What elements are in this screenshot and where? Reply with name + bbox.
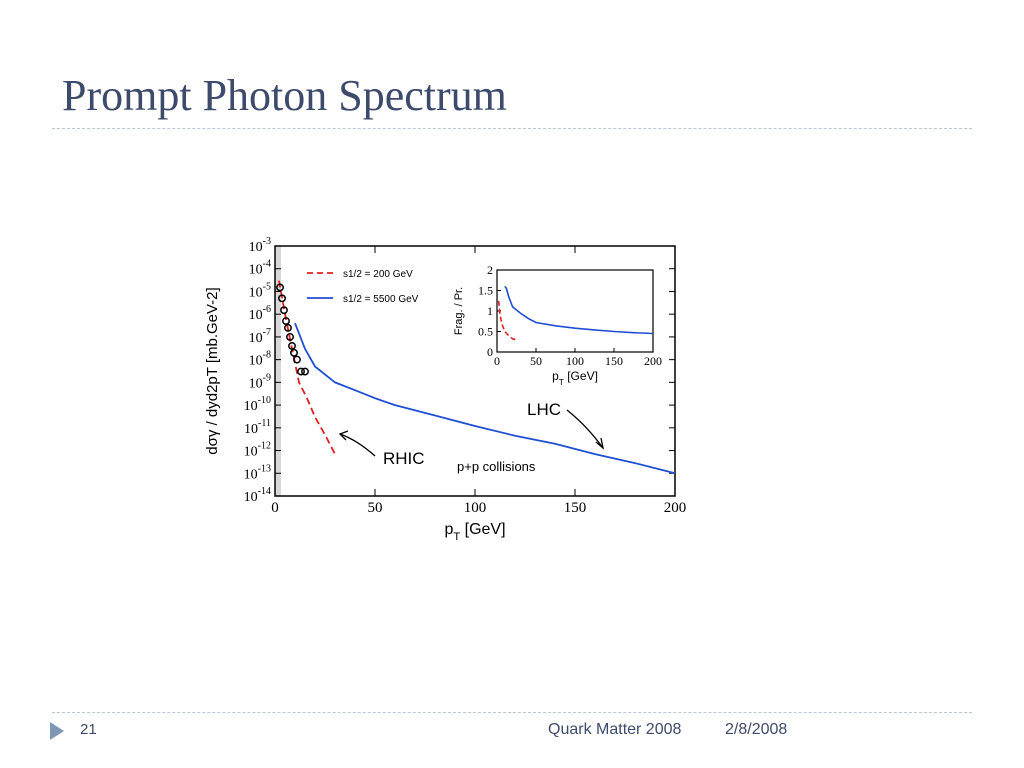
x-axis-label: pT [GeV] bbox=[444, 521, 505, 543]
y-axis-label: dσγ / dyd2pT [mb.GeV-2] bbox=[204, 287, 221, 454]
prompt-photon-figure: 0 50 100 150 20010-310-410-510-610-710-810-9… bbox=[204, 236, 686, 543]
y-tick-label: 10-8 bbox=[249, 350, 271, 369]
y-tick-label: 10-11 bbox=[244, 418, 271, 437]
annotation-lhc: LHC bbox=[527, 400, 561, 419]
y-tick-label: 10-4 bbox=[249, 259, 271, 278]
data-point bbox=[288, 342, 296, 350]
inset-x-tick-label: 150 bbox=[605, 354, 623, 368]
data-point bbox=[284, 323, 292, 332]
inset-frame bbox=[496, 269, 654, 353]
main-plot: 0 50 100 150 20010-310-410-510-610-710-810-9… bbox=[204, 236, 686, 543]
footer-date: 2/8/2008 bbox=[725, 721, 788, 738]
inset-y-tick-label: 1.5 bbox=[478, 284, 493, 298]
data-point bbox=[278, 294, 286, 303]
bullet-arrow-icon bbox=[50, 722, 64, 740]
footer-conference: Quark Matter 2008 bbox=[548, 721, 682, 738]
y-tick-label: 10-7 bbox=[249, 327, 271, 346]
inset-rhic-curve bbox=[497, 300, 517, 341]
inset-lhc-curve bbox=[504, 285, 654, 335]
inset-y-tick-label: 0.5 bbox=[478, 325, 493, 339]
data-point bbox=[280, 306, 288, 315]
y-tick-label: 10-5 bbox=[249, 281, 271, 300]
x-tick-label: 0 bbox=[271, 500, 279, 516]
inset-x-tick-label: 0 bbox=[494, 354, 500, 368]
y-tick-label: 10-9 bbox=[249, 372, 271, 391]
data-point bbox=[301, 367, 309, 376]
footer-divider bbox=[52, 712, 972, 713]
inset-plot: 0 50 100 150 200 0 0.5 1 1.5 2 pT [GeV] Frag. / Pr. bbox=[453, 263, 662, 387]
inset-x-tick-label: 50 bbox=[530, 354, 542, 368]
annotation-pp: p+p collisions bbox=[457, 459, 536, 474]
arrow-rhic-head bbox=[338, 430, 349, 441]
lhc-curve bbox=[294, 322, 676, 475]
data-point bbox=[282, 317, 290, 325]
arrow-lhc bbox=[566, 409, 604, 449]
y-tick-label: 10-12 bbox=[244, 441, 271, 460]
inset-x-tick-label: 200 bbox=[644, 354, 662, 368]
legend-label: s1/2 = 200 GeV bbox=[343, 269, 413, 280]
inset-x-axis-label: pT [GeV] bbox=[552, 369, 598, 387]
x-tick-label: 100 bbox=[464, 500, 487, 516]
inset-y-tick-label: 2 bbox=[487, 263, 493, 277]
inset-x-tick-label: 100 bbox=[566, 354, 584, 368]
data-point bbox=[297, 367, 305, 376]
x-tick-label: 150 bbox=[564, 500, 587, 516]
slide-title: Prompt Photon Spectrum bbox=[62, 71, 507, 120]
title-divider bbox=[52, 128, 972, 129]
axis-shade bbox=[275, 246, 281, 496]
x-tick-label: 50 bbox=[368, 500, 383, 516]
y-tick-label: 10-10 bbox=[244, 395, 271, 414]
data-point bbox=[290, 348, 298, 357]
inset-y-tick-label: 1 bbox=[487, 304, 493, 318]
y-tick-label: 10-14 bbox=[244, 486, 271, 505]
inset-y-tick-label: 0 bbox=[487, 345, 493, 359]
annotation-rhic: RHIC bbox=[383, 449, 425, 468]
rhic-curve bbox=[278, 280, 336, 455]
arrow-rhic bbox=[339, 433, 376, 457]
inset-y-axis-label: Frag. / Pr. bbox=[453, 287, 465, 335]
x-tick-label: 200 bbox=[664, 500, 687, 516]
data-point bbox=[276, 283, 284, 292]
slide-number: 21 bbox=[80, 721, 97, 738]
y-tick-label: 10-13 bbox=[244, 463, 271, 482]
data-point bbox=[293, 355, 301, 364]
y-tick-label: 10-3 bbox=[249, 236, 271, 255]
data-point bbox=[286, 332, 294, 341]
y-tick-label: 10-6 bbox=[249, 304, 271, 323]
legend-label: s1/2 = 5500 GeV bbox=[343, 294, 419, 305]
arrow-lhc-head bbox=[595, 437, 605, 450]
